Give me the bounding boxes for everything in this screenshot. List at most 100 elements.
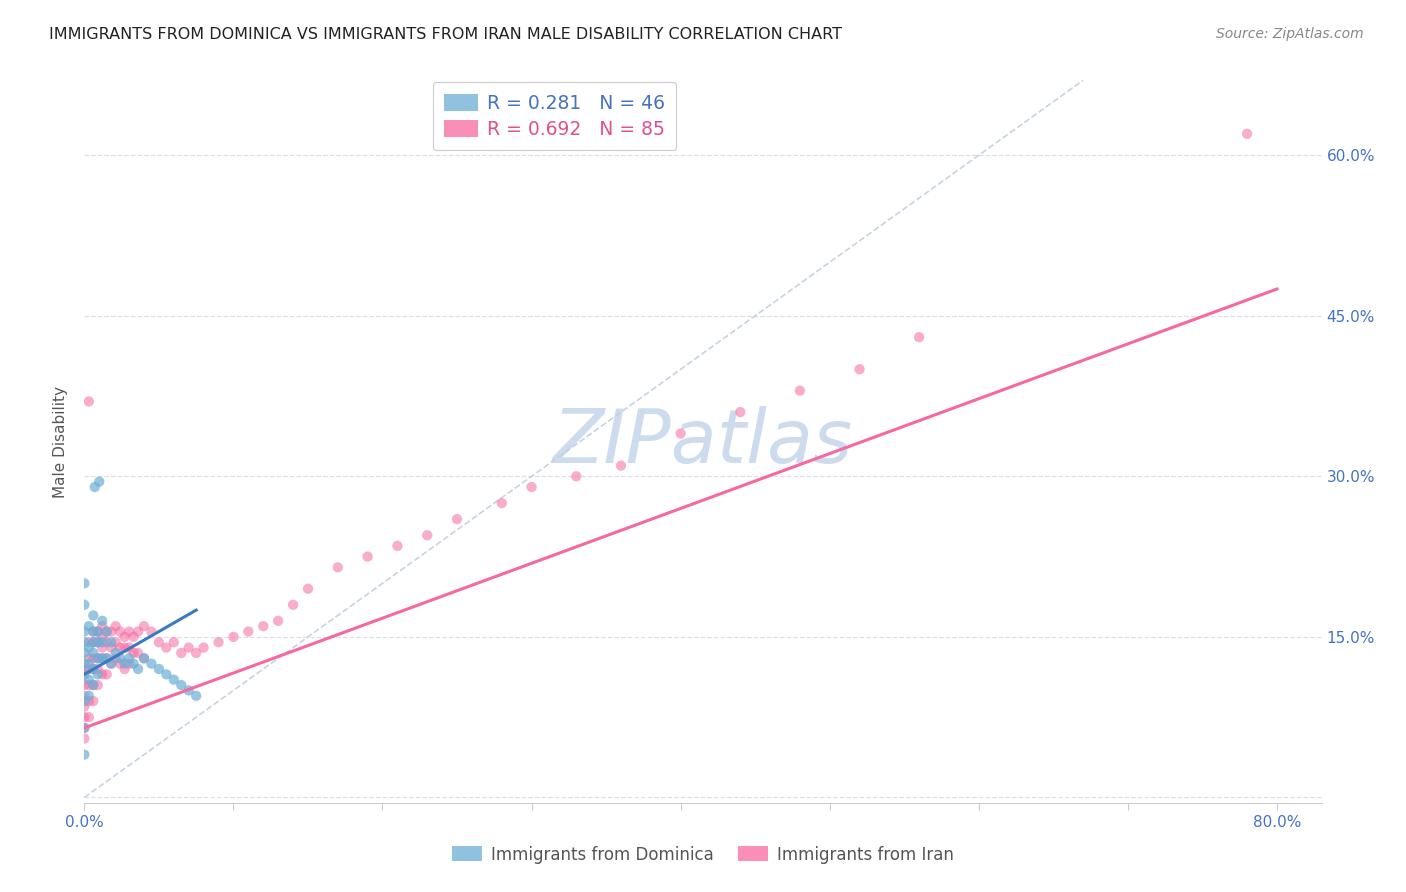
Point xyxy=(416,528,439,542)
Point xyxy=(114,657,136,671)
Point xyxy=(122,657,145,671)
Point xyxy=(82,624,104,639)
Point xyxy=(96,651,118,665)
Point xyxy=(326,560,349,574)
Point xyxy=(132,651,155,665)
Point xyxy=(207,635,229,649)
Point xyxy=(186,646,208,660)
Point xyxy=(82,608,104,623)
Point xyxy=(73,576,96,591)
Legend: R = 0.281   N = 46, R = 0.692   N = 85: R = 0.281 N = 46, R = 0.692 N = 85 xyxy=(433,82,676,151)
Point xyxy=(82,635,104,649)
Point xyxy=(108,651,131,665)
Point xyxy=(77,651,100,665)
Text: ZIPatlas: ZIPatlas xyxy=(553,406,853,477)
Point xyxy=(118,624,141,639)
Point xyxy=(73,657,96,671)
Point xyxy=(91,619,114,633)
Point xyxy=(155,640,177,655)
Point xyxy=(141,624,163,639)
Point xyxy=(73,646,96,660)
Point xyxy=(281,598,304,612)
Point xyxy=(122,646,145,660)
Point xyxy=(108,640,131,655)
Point xyxy=(446,512,468,526)
Point xyxy=(100,657,122,671)
Point xyxy=(82,662,104,676)
Point xyxy=(91,651,114,665)
Point xyxy=(155,667,177,681)
Point xyxy=(87,678,110,692)
Point xyxy=(73,710,96,724)
Point xyxy=(73,598,96,612)
Point xyxy=(108,624,131,639)
Point xyxy=(127,662,149,676)
Point xyxy=(108,657,131,671)
Point xyxy=(77,662,100,676)
Point xyxy=(82,678,104,692)
Point xyxy=(148,635,170,649)
Point xyxy=(100,624,122,639)
Point xyxy=(91,640,114,655)
Point xyxy=(122,630,145,644)
Point xyxy=(848,362,870,376)
Point xyxy=(252,619,274,633)
Point xyxy=(87,624,110,639)
Point xyxy=(73,694,96,708)
Legend: Immigrants from Dominica, Immigrants from Iran: Immigrants from Dominica, Immigrants fro… xyxy=(446,839,960,871)
Point xyxy=(82,662,104,676)
Point xyxy=(114,662,136,676)
Point xyxy=(104,646,127,660)
Point xyxy=(73,667,96,681)
Point xyxy=(87,651,110,665)
Point xyxy=(77,640,100,655)
Text: IMMIGRANTS FROM DOMINICA VS IMMIGRANTS FROM IRAN MALE DISABILITY CORRELATION CHA: IMMIGRANTS FROM DOMINICA VS IMMIGRANTS F… xyxy=(49,27,842,42)
Point xyxy=(267,614,290,628)
Point xyxy=(118,657,141,671)
Point xyxy=(104,619,127,633)
Point xyxy=(77,673,100,687)
Point xyxy=(77,678,100,692)
Point xyxy=(565,469,588,483)
Point xyxy=(1236,127,1258,141)
Point xyxy=(127,646,149,660)
Point xyxy=(127,624,149,639)
Point xyxy=(77,394,100,409)
Point xyxy=(83,480,105,494)
Point xyxy=(87,624,110,639)
Point xyxy=(91,614,114,628)
Point xyxy=(170,646,193,660)
Point xyxy=(87,651,110,665)
Point xyxy=(118,640,141,655)
Point xyxy=(73,689,96,703)
Point xyxy=(77,635,100,649)
Point xyxy=(100,635,122,649)
Point xyxy=(297,582,319,596)
Point xyxy=(73,699,96,714)
Point xyxy=(73,731,96,746)
Point xyxy=(77,657,100,671)
Point xyxy=(89,475,111,489)
Point xyxy=(118,651,141,665)
Point xyxy=(77,694,100,708)
Point xyxy=(387,539,409,553)
Point xyxy=(96,667,118,681)
Point xyxy=(163,635,186,649)
Point xyxy=(356,549,378,564)
Point xyxy=(222,630,245,644)
Point xyxy=(148,662,170,676)
Y-axis label: Male Disability: Male Disability xyxy=(53,385,69,498)
Point xyxy=(669,426,692,441)
Point xyxy=(87,635,110,649)
Point xyxy=(141,657,163,671)
Point xyxy=(132,651,155,665)
Point xyxy=(114,630,136,644)
Point xyxy=(77,689,100,703)
Point xyxy=(82,646,104,660)
Point xyxy=(186,689,208,703)
Point xyxy=(91,630,114,644)
Point xyxy=(96,624,118,639)
Point xyxy=(73,747,96,762)
Point xyxy=(132,619,155,633)
Point xyxy=(730,405,752,419)
